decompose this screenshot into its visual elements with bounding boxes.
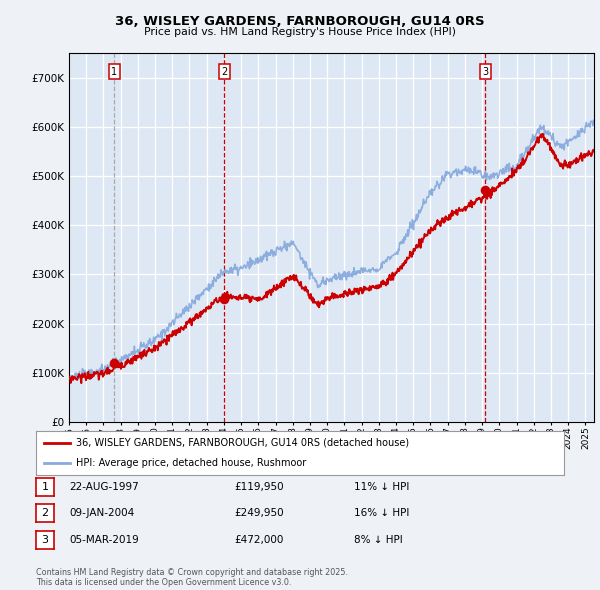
Text: 22-AUG-1997: 22-AUG-1997 [69,482,139,491]
Text: 36, WISLEY GARDENS, FARNBOROUGH, GU14 0RS (detached house): 36, WISLEY GARDENS, FARNBOROUGH, GU14 0R… [76,438,409,448]
Text: 09-JAN-2004: 09-JAN-2004 [69,509,134,518]
Text: 36, WISLEY GARDENS, FARNBOROUGH, GU14 0RS: 36, WISLEY GARDENS, FARNBOROUGH, GU14 0R… [115,15,485,28]
Text: £472,000: £472,000 [234,535,283,545]
Text: 16% ↓ HPI: 16% ↓ HPI [354,509,409,518]
Text: £119,950: £119,950 [234,482,284,491]
Text: 2: 2 [41,509,49,518]
Text: 11% ↓ HPI: 11% ↓ HPI [354,482,409,491]
Text: This data is licensed under the Open Government Licence v3.0.: This data is licensed under the Open Gov… [36,578,292,588]
Text: HPI: Average price, detached house, Rushmoor: HPI: Average price, detached house, Rush… [76,458,306,468]
Point [220,294,229,304]
Text: 1: 1 [41,482,49,491]
Text: Price paid vs. HM Land Registry's House Price Index (HPI): Price paid vs. HM Land Registry's House … [144,27,456,37]
Point [480,185,490,195]
Text: 8% ↓ HPI: 8% ↓ HPI [354,535,403,545]
Text: £249,950: £249,950 [234,509,284,518]
Text: 05-MAR-2019: 05-MAR-2019 [69,535,139,545]
Text: 2: 2 [221,67,227,77]
Text: 3: 3 [482,67,488,77]
Text: Contains HM Land Registry data © Crown copyright and database right 2025.: Contains HM Land Registry data © Crown c… [36,568,348,577]
Point [110,358,119,368]
Text: 3: 3 [41,535,49,545]
Text: 1: 1 [112,67,118,77]
